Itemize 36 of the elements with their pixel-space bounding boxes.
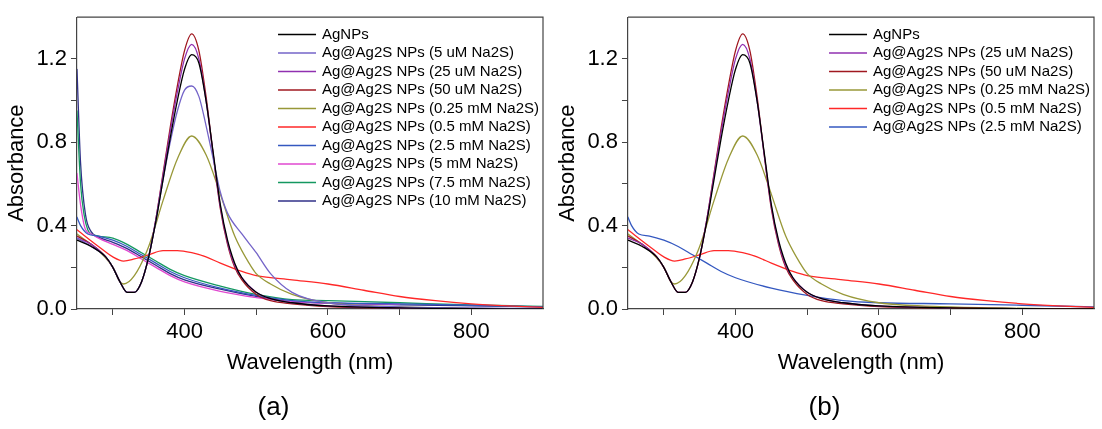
legend-label: Ag@Ag2S NPs (0.25 mM Na2S) (873, 80, 1091, 98)
legend-label: Ag@Ag2S NPs (25 uM Na2S) (322, 61, 523, 79)
legend-label: Ag@Ag2S NPs (5 mM Na2S) (322, 154, 519, 172)
legend-label: Ag@Ag2S NPs (2.5 mM Na2S) (322, 135, 531, 153)
y-tick-label: 0.8 (587, 128, 618, 154)
x-tick-label: 400 (717, 318, 754, 344)
y-tick-label: 0.8 (36, 128, 67, 154)
text: (a) (257, 390, 290, 421)
y-tick-label: 1.2 (587, 44, 618, 70)
legend-label: Ag@Ag2S NPs (50 uM Na2S) (873, 61, 1074, 79)
legend-label: Ag@Ag2S NPs (0.25 mM Na2S) (322, 98, 540, 116)
text: (b) (808, 390, 841, 421)
x-tick-label: 400 (166, 318, 203, 344)
x-axis-title: Wavelength (nm) (777, 348, 945, 374)
legend-label: AgNPs (322, 24, 369, 42)
x-tick-label: 600 (860, 318, 898, 344)
legend-label: Ag@Ag2S NPs (0.5 mM Na2S) (322, 117, 531, 135)
x-axis-title: Wavelength (nm) (226, 348, 394, 374)
legend-label: Ag@Ag2S NPs (50 uM Na2S) (322, 80, 523, 98)
legend-label: Ag@Ag2S NPs (5 uM Na2S) (322, 43, 514, 61)
legend-label: AgNPs (873, 24, 920, 42)
x-tick-label: 800 (1003, 318, 1041, 344)
y-axis-title: Absorbance (554, 104, 580, 222)
y-tick-label: 0.4 (36, 211, 67, 237)
legend-label: Ag@Ag2S NPs (2.5 mM Na2S) (873, 117, 1082, 135)
legend-label: Ag@Ag2S NPs (7.5 mM Na2S) (322, 172, 531, 190)
y-tick-label: 0.0 (36, 295, 67, 321)
y-tick-label: 0.4 (587, 211, 618, 237)
legend-label: Ag@Ag2S NPs (0.5 mM Na2S) (873, 98, 1082, 116)
legend-label: Ag@Ag2S NPs (10 mM Na2S) (322, 191, 527, 209)
y-axis-title: Absorbance (3, 104, 29, 222)
y-tick-label: 0.0 (587, 295, 618, 321)
x-tick-label: 800 (452, 318, 490, 344)
x-tick-label: 600 (309, 318, 347, 344)
y-tick-label: 1.2 (36, 44, 67, 70)
legend-label: Ag@Ag2S NPs (25 uM Na2S) (873, 43, 1074, 61)
